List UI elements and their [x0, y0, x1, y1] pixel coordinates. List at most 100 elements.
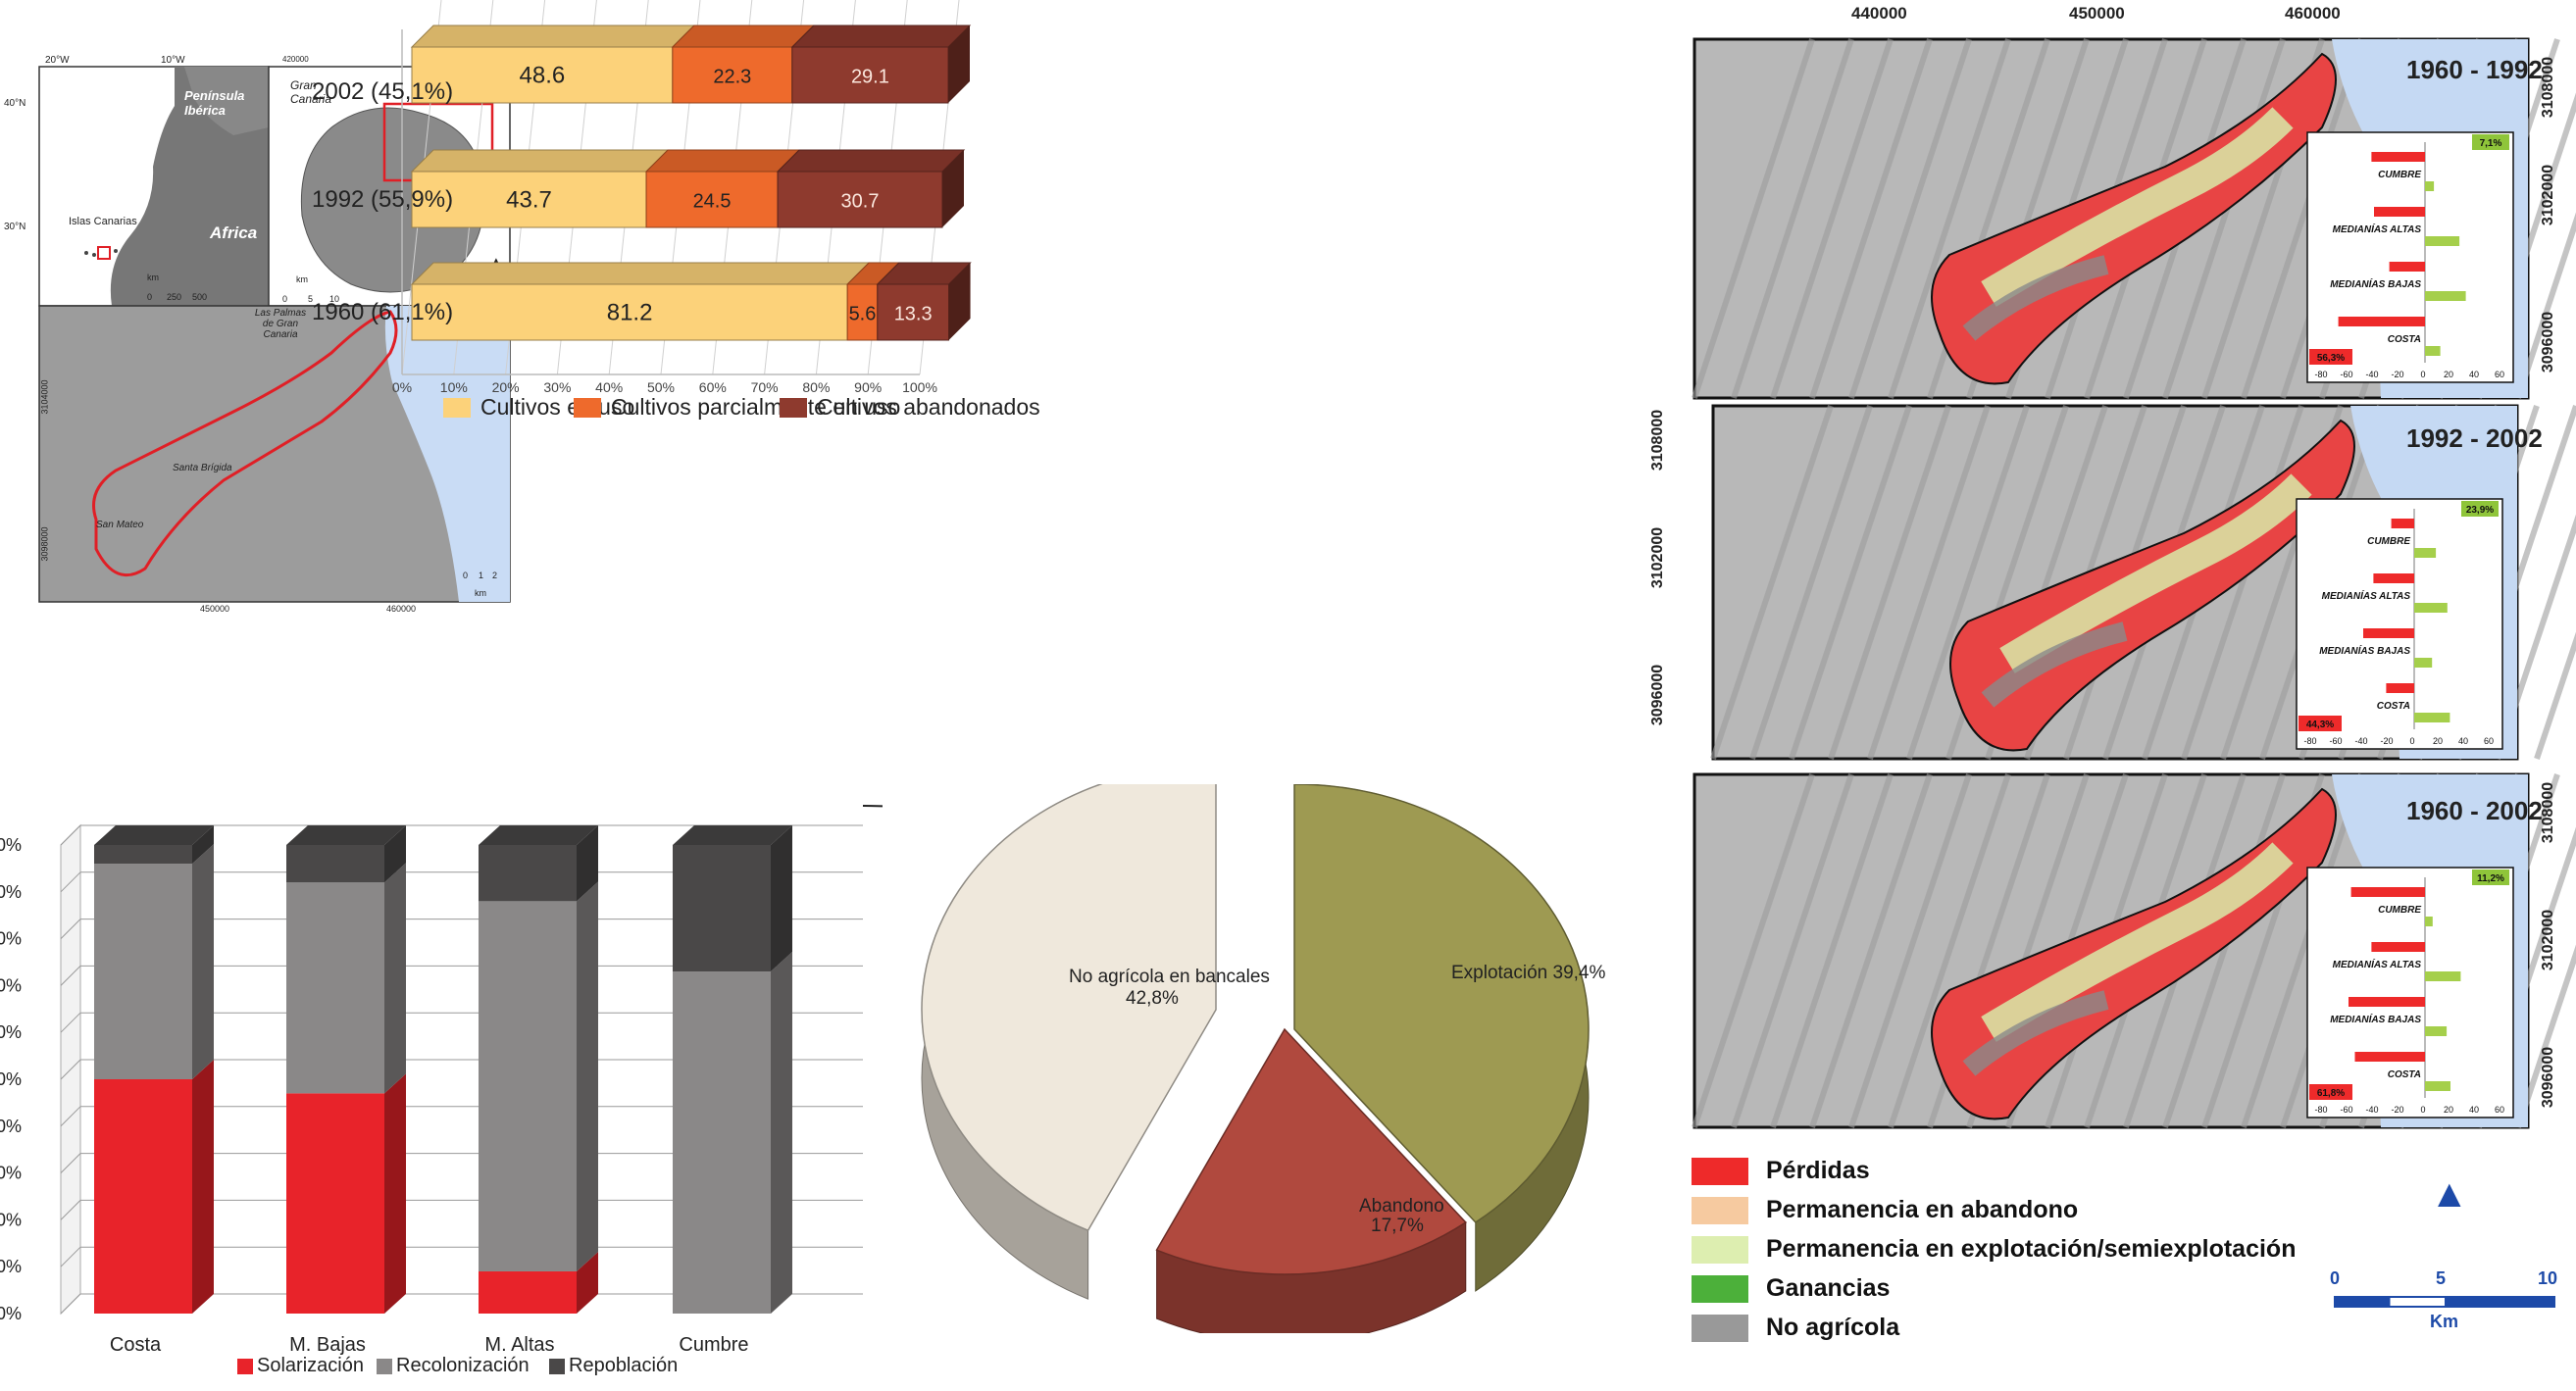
bar-top: [410, 262, 871, 285]
bar-top: [410, 149, 670, 173]
bar-segment: [411, 46, 674, 104]
hillshade: [2534, 631, 2576, 760]
top-tick: 440000: [1851, 4, 1907, 23]
legend-swatch: [574, 397, 601, 418]
pie-slice-label: No agrícola en bancales: [1069, 967, 1270, 987]
bar-side: [771, 952, 792, 1314]
bar-segment: [286, 882, 384, 1094]
pie-slice: [1293, 783, 1590, 1223]
bar-segment: [791, 46, 949, 104]
bar-top: [673, 825, 792, 845]
inset-tick-label: 60: [2495, 1105, 2504, 1115]
bar-segment: [411, 283, 848, 341]
pie-slice-label: Explotación 39,4%: [1451, 963, 1606, 983]
inset-tick-label: -40: [2354, 736, 2367, 746]
inset-loss-bar: [2354, 1052, 2425, 1062]
legend-label: No agrícola: [1766, 1314, 1900, 1341]
hillshade: [2241, 773, 2364, 1128]
x-tick-label: 60%: [699, 379, 727, 395]
bar-segment: [673, 845, 771, 972]
lat-label-40n: 40°N: [4, 98, 26, 109]
inset-tick-label: 60: [2495, 370, 2504, 379]
bar-top: [776, 149, 966, 173]
scalebar-tick: 5: [2436, 1268, 2447, 1288]
bar-segment: [411, 171, 647, 228]
legend-label: Ganancias: [1766, 1274, 1891, 1302]
location-map: [38, 66, 511, 603]
hillshade: [1828, 405, 1951, 760]
hillshade: [1888, 38, 2011, 399]
legend-swatch: [443, 397, 471, 418]
bar-side: [192, 844, 214, 1079]
inset-gain-bar: [2414, 658, 2433, 668]
inset-loss-bar: [2349, 997, 2425, 1007]
inset-loss-bar: [2374, 207, 2425, 217]
bar-top: [286, 825, 406, 845]
legend-swatch: [1692, 1196, 1748, 1224]
inset-tick-label: -20: [2391, 1105, 2403, 1115]
gain-total-badge: [2461, 501, 2499, 517]
bar-segment: [673, 971, 771, 1314]
inset-gain-bar: [2425, 917, 2433, 926]
gain-total-label: 23,9%: [2466, 505, 2494, 516]
change-maps: CUMBRE MEDIANÍAS ALTAS MEDIANÍAS BAJAS COST…: [1692, 37, 2576, 1129]
loss-total-badge: [2298, 716, 2342, 731]
map-legend-item: Permanencia en abandono: [1692, 1196, 2078, 1224]
inset-tick-label: -60: [2340, 370, 2352, 379]
island-scale-tick: 0: [282, 294, 288, 304]
map-legend-item: Pérdidas: [1692, 1157, 1870, 1185]
loss-total-badge: [2309, 349, 2352, 365]
pie-slice-label: 42,8%: [1126, 988, 1179, 1009]
hillshade: [2241, 38, 2364, 399]
hillshade: [1692, 773, 1815, 1128]
basin-scale-tick: 1: [479, 571, 484, 580]
inset-zone-label: MEDIANÍAS ALTAS: [2322, 589, 2411, 602]
bar-value-label: 29.1: [851, 67, 889, 88]
grid-line: [60, 1012, 81, 1033]
inset-tick-label: 40: [2469, 1105, 2479, 1115]
y-tick-label: 0%: [0, 835, 22, 855]
x-tick-label: 90%: [854, 379, 882, 395]
scalebar-tick: 0: [2330, 1268, 2341, 1288]
inset-zone-label: COSTA: [2388, 1069, 2421, 1080]
y-tick-label: 0%: [0, 1257, 22, 1276]
map-title: 1960 - 1992: [2406, 55, 2543, 84]
lon-label-10w: 10°W: [161, 55, 185, 66]
hillshade: [2515, 212, 2576, 399]
bar-segment: [479, 901, 577, 1271]
map-legend-item: No agrícola: [1692, 1314, 1899, 1342]
inset-chart: [2296, 498, 2503, 750]
bar-top: [94, 825, 214, 845]
bar-value-label: 22.3: [713, 67, 751, 88]
inset-tick-label: 0: [2420, 370, 2425, 379]
inset-loss-bar: [2371, 152, 2425, 162]
inset-tick-label: -20: [2380, 736, 2393, 746]
inset-tick-label: -40: [2365, 370, 2378, 379]
side-tick: 3096000: [2540, 1046, 2557, 1109]
side-tick: 3102000: [2540, 909, 2557, 971]
bar-side: [384, 1073, 406, 1314]
world-scale-unit: km: [147, 273, 159, 282]
inset-zone-label: MEDIANÍAS BAJAS: [2319, 644, 2410, 657]
side-tick: 3108000: [2540, 56, 2557, 119]
hbar-chart: 0% 10% 20% 30% 40% 50% 60% 70% 80% 90% 100% 48.6 22.…: [392, 0, 972, 395]
bar-side: [577, 1251, 598, 1314]
bar-segment: [286, 1093, 384, 1314]
pie-chart-panel: No agrícola en bancales 42,8% Explotació…: [863, 764, 1706, 1344]
x-tick-label: 40%: [595, 379, 623, 395]
legend-swatch: [1692, 1235, 1748, 1264]
loss-total-label: 61,8%: [2317, 1088, 2345, 1099]
scalebar-tick: 10: [2538, 1268, 2558, 1288]
hillshade: [2162, 38, 2286, 399]
inset-zone-label: MEDIANÍAS ALTAS: [2333, 958, 2422, 970]
bar-segment: [94, 864, 192, 1079]
inset-tick-label: 60: [2484, 736, 2494, 746]
legend-label: Cultivos abandonados: [817, 394, 1040, 420]
inset-tick-label: 0: [2420, 1105, 2425, 1115]
canarias-box: [97, 246, 111, 260]
bar-side: [192, 825, 214, 865]
inset-chart: [2306, 131, 2514, 383]
world-scale-tick: 500: [192, 292, 208, 302]
hillshade: [1906, 405, 2030, 760]
inset-loss-bar: [2350, 887, 2425, 897]
